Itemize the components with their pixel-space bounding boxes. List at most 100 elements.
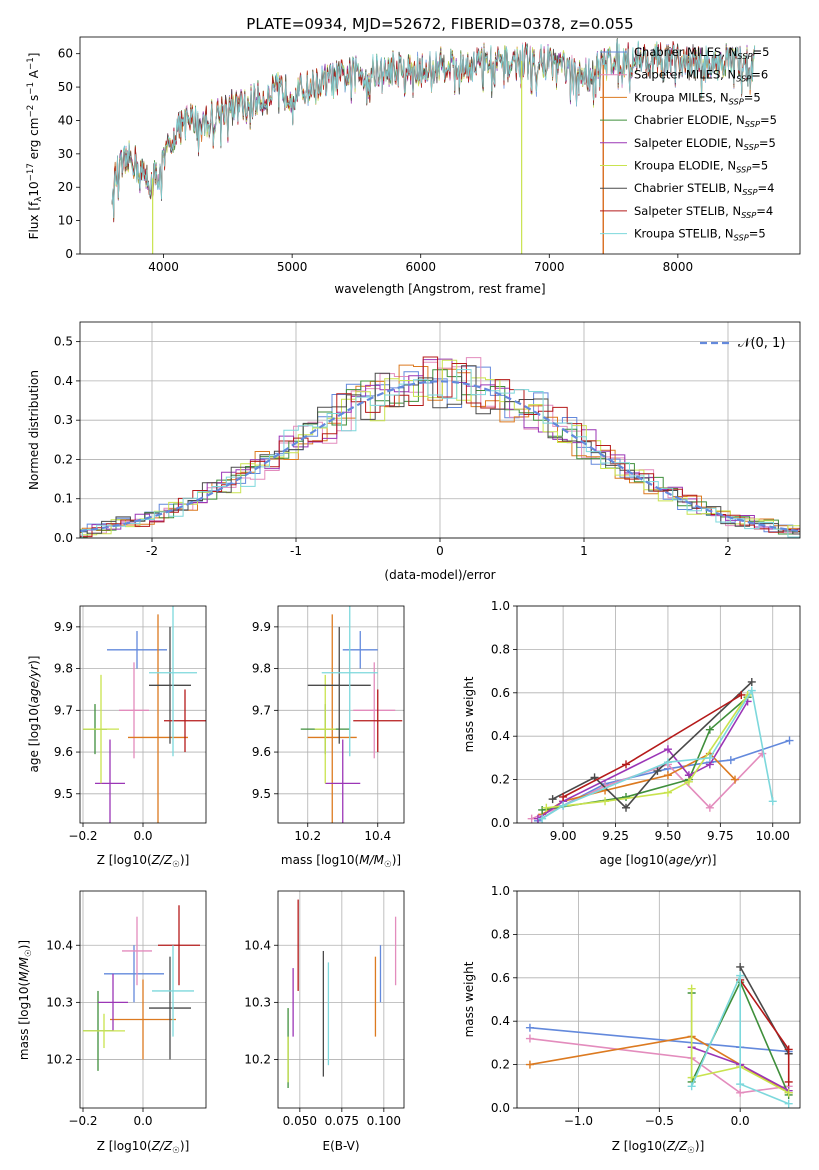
series-marker: [784, 1099, 793, 1108]
label-part: Z [log: [97, 1139, 132, 1153]
errorbar-salpeter-elodie: [98, 973, 128, 1031]
xlabel: age [log10(age/yr)]: [600, 853, 717, 867]
xlabel: Z [log10(Z/Z☉)]: [612, 1139, 705, 1156]
label-part: ☉: [172, 860, 180, 870]
label-part: −17: [26, 163, 36, 181]
series-marker: [663, 788, 672, 797]
tick-label: −0.5: [645, 1114, 674, 1128]
age-weight-axes: 9.00 9.25 9.50 9.75 10.00 0.0 0.2 0.4 0.6 0.8 1.0 m…: [462, 599, 801, 867]
z-weight-series: [525, 962, 793, 1108]
tick-label: 5000: [277, 260, 308, 274]
errorbar-salpeter-miles: [119, 662, 149, 759]
tick-label: 0.0: [731, 1114, 750, 1128]
residuals-xlabel: (data-model)/error: [384, 568, 495, 582]
label-part: Kroupa STELIB, N: [634, 227, 734, 241]
label-part: ☉: [384, 860, 392, 870]
tick-label: 10.4: [364, 829, 391, 843]
tick-label: 9.6: [252, 745, 271, 759]
tick-label: 9.7: [54, 703, 73, 717]
label-part: (: [147, 1139, 152, 1153]
tick-label: 9.00: [550, 829, 577, 843]
label-part: Z/Z: [151, 1139, 173, 1153]
label-part: ]: [27, 53, 41, 58]
series-line: [690, 975, 789, 1105]
label-part: age [log: [27, 723, 41, 772]
xlabel: Z [log10(Z/Z☉)]: [97, 1139, 190, 1156]
tick-label: 10.2: [244, 1052, 271, 1066]
axes-frame: [79, 321, 801, 539]
tick-label: 60: [58, 47, 73, 61]
spectrum-ylabel: Flux [fλ10−17 erg cm−2 s−1 A−1]: [26, 53, 44, 240]
label-part: )]: [695, 1139, 704, 1153]
label-part: )]: [392, 853, 401, 867]
residuals-ylabel: Normed distribution: [27, 370, 41, 490]
errorbar-kroupa-miles: [110, 979, 176, 1060]
label-part: M/M: [359, 853, 384, 867]
label-part: Salpeter STELIB, N: [634, 204, 741, 218]
xlabel: Z [log10(Z/Z☉)]: [97, 853, 190, 870]
tick-label: 0: [436, 544, 444, 558]
label-part: Chabrier STELIB, N: [634, 181, 742, 195]
series-marker: [559, 792, 568, 801]
label-part: SSP: [737, 51, 752, 61]
series-marker: [653, 766, 662, 775]
histogram-kroupa-stelib: [80, 369, 800, 538]
label-part: SSP: [736, 165, 751, 175]
series-marker: [538, 805, 547, 814]
tick-label: 0.4: [491, 729, 510, 743]
label-part: =5: [744, 90, 761, 104]
tick-label: 0.1: [54, 492, 73, 506]
z-mass-axes: −0.2 0.010.210.310.4Z [log10(Z/Z☉)]mass […: [17, 890, 207, 1156]
errorbar-salpeter-elodie: [325, 739, 361, 823]
label-part: Flux [f: [27, 201, 41, 239]
errorbar-salpeter-stelib: [164, 689, 206, 753]
legend-entry: Salpeter ELODIE, NSSP=5: [634, 136, 776, 152]
series-marker: [687, 1073, 696, 1082]
series-chabrier-stelib: [548, 677, 756, 812]
errorbar-chabrier-stelib: [149, 956, 191, 1060]
series-marker: [736, 962, 745, 971]
tick-label: 9.7: [252, 703, 271, 717]
label-part: =5: [759, 136, 776, 150]
label-part: =4: [756, 204, 773, 218]
series-marker: [785, 736, 794, 745]
tick-label: −0.2: [68, 829, 97, 843]
spectrum-axes: 4000 5000 6000 7000 8000 0 10 20 30 40 50 60 PLATE=0…: [26, 15, 801, 296]
label-part: )]: [17, 940, 31, 949]
histogram-salpeter-elodie: [80, 358, 800, 531]
tick-label: 10.00: [756, 829, 790, 843]
legend-entry: Chabrier MILES, NSSP=5: [634, 45, 769, 61]
tick-label: 9.75: [707, 829, 734, 843]
axes-frame: [79, 605, 207, 824]
series-marker: [705, 753, 714, 762]
tick-label: 0.3: [54, 413, 73, 427]
label-part: =5: [749, 227, 766, 241]
series-line: [690, 988, 790, 1094]
label-part: SSP: [736, 74, 751, 84]
series-marker: [784, 1077, 793, 1086]
series-marker: [687, 1082, 696, 1091]
axes-frame: [516, 605, 801, 824]
tick-label: 6000: [405, 260, 436, 274]
label-part: 10: [649, 853, 664, 867]
ebv-mass-axes: 0.050 0.075 0.100 10.2 10.3 10.4 E(B-V): [244, 890, 405, 1153]
tick-label: -1: [290, 544, 302, 558]
tick-label: 30: [58, 147, 73, 161]
label-part: age/yr: [27, 664, 41, 703]
series-line: [562, 694, 742, 798]
series-marker: [684, 777, 693, 786]
ylabel: mass weight: [462, 676, 476, 752]
tick-label: 0.0: [491, 816, 510, 830]
errorbar-kroupa-elodie: [314, 674, 336, 784]
label-part: −2: [26, 105, 36, 118]
series-line: [739, 966, 790, 1055]
label-part: mass [log: [17, 1002, 31, 1060]
tick-label: 9.8: [252, 662, 271, 676]
spectrum-kroupa-stelib: [111, 38, 756, 219]
errorbar-kroupa-elodie: [83, 674, 119, 784]
tick-label: 9.5: [54, 787, 73, 801]
errorbar-kroupa-elodie: [83, 1013, 125, 1049]
ebv-mass-points: [287, 899, 397, 1089]
errorbar-chabrier-stelib: [307, 626, 371, 744]
